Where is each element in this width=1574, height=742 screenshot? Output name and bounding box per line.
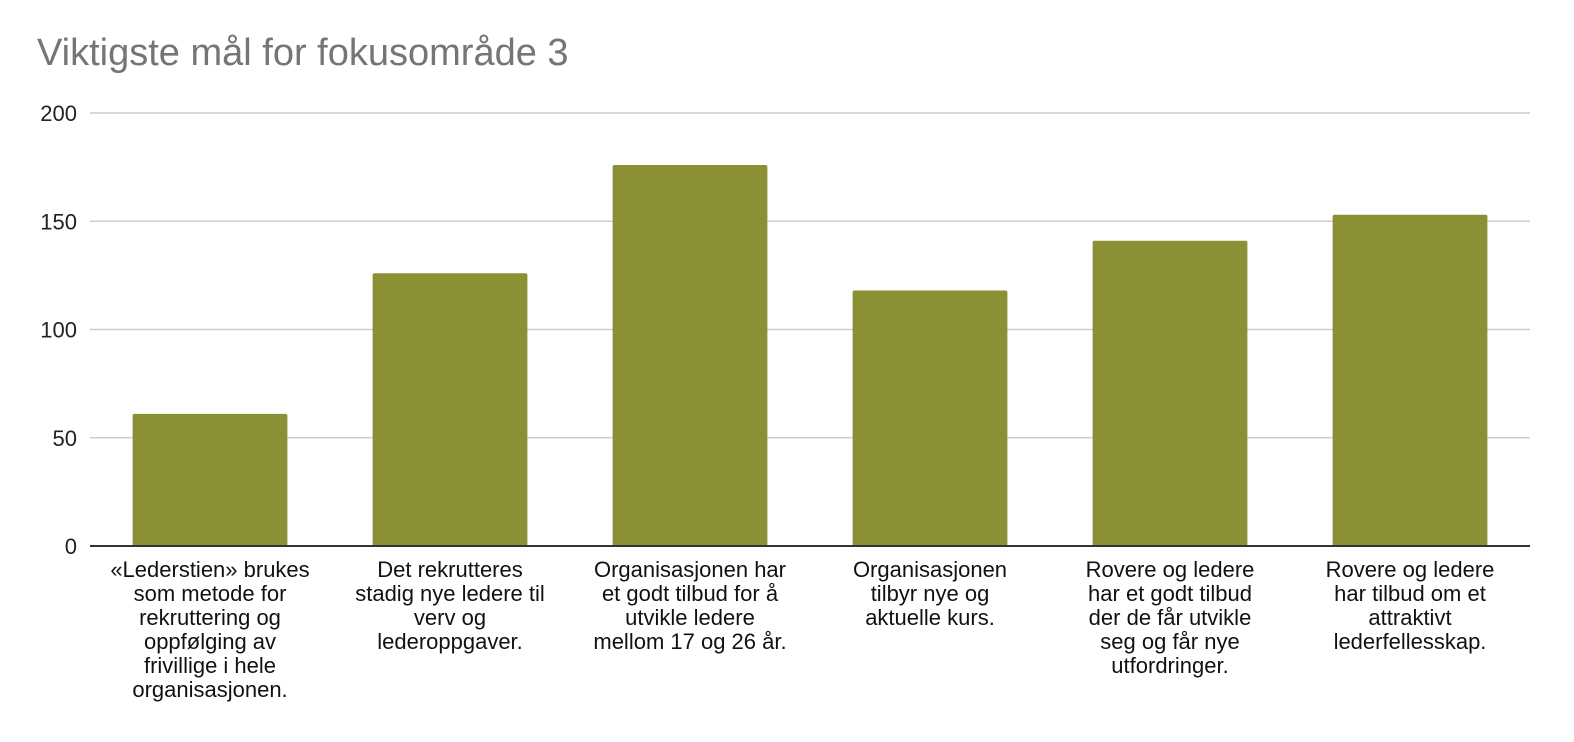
x-tick-label-line: stadig nye ledere til bbox=[355, 581, 545, 606]
bar bbox=[612, 164, 768, 546]
y-tick-label: 150 bbox=[40, 209, 77, 234]
x-tick-label-line: verv og bbox=[413, 605, 487, 630]
bar bbox=[852, 290, 1008, 546]
x-tick-label-line: der de får utvikle bbox=[1088, 605, 1252, 630]
x-tick-label-line: Organisasjonen har bbox=[593, 557, 786, 582]
x-tick-label-line: oppfølging av bbox=[143, 629, 277, 654]
x-tick-label: Det rekrutteres stadig nye ledere til verv… bbox=[340, 558, 560, 654]
x-tick-label-line: rekruttering og bbox=[139, 605, 281, 630]
x-tick-label-line: som metode for bbox=[133, 581, 287, 606]
x-tick-label-line: frivillige i hele bbox=[143, 653, 277, 678]
gridlines bbox=[90, 112, 1530, 439]
x-tick-label: Rovere og ledere har et godt tilbud der de… bbox=[1060, 558, 1280, 678]
x-tick-label-line: Rovere og ledere bbox=[1085, 557, 1255, 582]
y-tick-label: 0 bbox=[65, 534, 77, 559]
x-tick-label-line: et godt tilbud for å bbox=[601, 581, 779, 606]
y-tick-label: 100 bbox=[40, 318, 77, 343]
bar bbox=[372, 273, 528, 546]
bar bbox=[1332, 214, 1488, 546]
x-tick-label: Organisasjonen tilbyr nye og aktuelle kurs… bbox=[820, 558, 1040, 630]
x-tick-label-line: «Lederstien» brukes bbox=[110, 557, 310, 582]
bars bbox=[132, 164, 1488, 547]
y-tick-label: 200 bbox=[40, 101, 77, 126]
x-tick-label: Organisasjonen har et godt tilbud for å ut… bbox=[580, 558, 800, 654]
x-tick-label-line: mellom 17 og 26 år. bbox=[593, 629, 787, 654]
x-tick-label: Rovere og ledere har tilbud om et attrakti… bbox=[1300, 558, 1520, 654]
x-tick-label-line: utvikle ledere bbox=[625, 605, 755, 630]
x-tick-label-line: lederoppgaver. bbox=[377, 629, 523, 654]
y-axis-ticks: 0 50 100 150 200 bbox=[40, 101, 77, 559]
chart-title: Viktigste mål for fokusområde 3 bbox=[37, 32, 569, 74]
x-tick-label: «Lederstien» brukes som metode for rekrutt… bbox=[100, 558, 320, 702]
x-tick-label-line: Organisasjonen bbox=[852, 557, 1008, 582]
bar bbox=[132, 413, 288, 546]
y-tick-label: 50 bbox=[53, 426, 77, 451]
x-tick-label-line: seg og får nye bbox=[1100, 629, 1240, 654]
x-tick-label-line: organisasjonen. bbox=[132, 677, 288, 702]
x-tick-label-line: attraktivt bbox=[1368, 605, 1452, 630]
x-tick-label-line: tilbyr nye og bbox=[870, 581, 990, 606]
x-tick-label-line: har tilbud om et bbox=[1334, 581, 1486, 606]
bar bbox=[1092, 240, 1248, 547]
x-tick-label-line: lederfellesskap. bbox=[1333, 629, 1487, 654]
x-tick-label-line: Rovere og ledere bbox=[1325, 557, 1495, 582]
x-tick-label-line: har et godt tilbud bbox=[1088, 581, 1252, 606]
x-tick-label-line: utfordringer. bbox=[1111, 653, 1229, 678]
x-tick-label-line: aktuelle kurs. bbox=[865, 605, 995, 630]
x-tick-label-line: Det rekrutteres bbox=[377, 557, 523, 582]
